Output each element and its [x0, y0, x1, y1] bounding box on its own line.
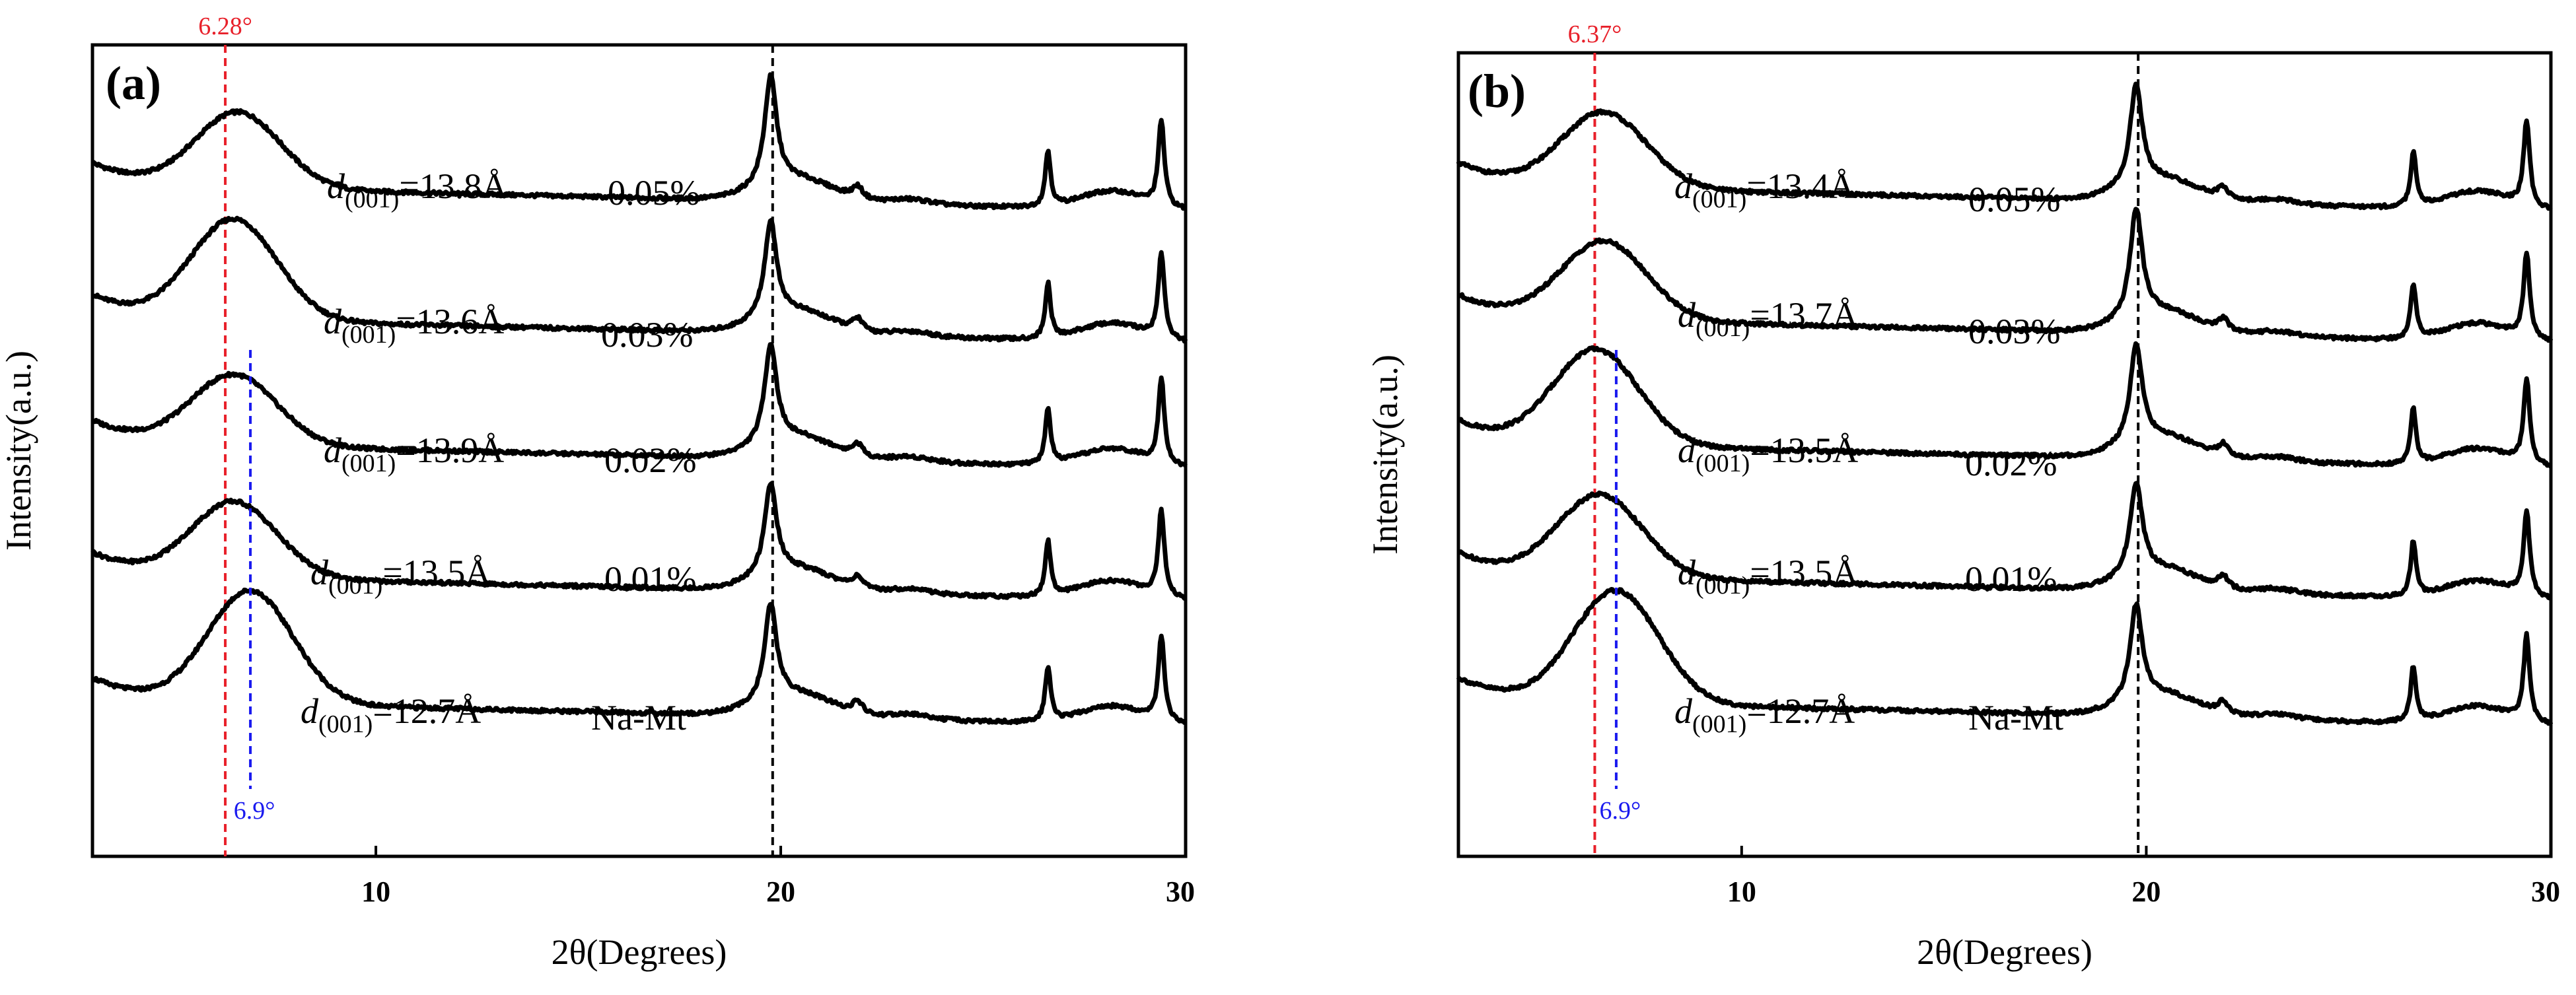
- xrd-trace-002: [91, 342, 1188, 468]
- y-axis-title: Intensity(a.u.): [1365, 355, 1405, 555]
- concentration-label: Na-Mt: [1968, 698, 2063, 738]
- d-spacing-label: d(001)=13.4Å: [1674, 166, 1855, 213]
- d-spacing-label: d(001)=13.8Å: [327, 166, 507, 213]
- concentration-label: 0.01%: [1965, 559, 2057, 599]
- concentration-label: 0.03%: [601, 315, 693, 355]
- concentration-label: 0.01%: [604, 559, 696, 599]
- xrd-trace-005: [90, 72, 1187, 211]
- concentration-label: 0.02%: [1965, 444, 2057, 483]
- chart-panel-b: 10 20 30 2θ(Degrees) Intensity(a.u.) (b) 6.37°…: [1365, 20, 2560, 972]
- x-tick-label: 30: [2531, 875, 2560, 908]
- x-tick-label: 10: [1727, 875, 1756, 908]
- x-tick-label: 20: [2131, 875, 2161, 908]
- blue-reference-label: 6.9°: [234, 797, 275, 825]
- xrd-trace-001: [1457, 481, 2552, 601]
- concentration-label: 0.05%: [1968, 180, 2060, 219]
- concentration-label: 0.05%: [608, 173, 699, 213]
- x-axis-title: 2θ(Degrees): [1917, 932, 2093, 972]
- panel-label: (a): [106, 57, 161, 110]
- chart-panel-a: 10 20 30 2θ(Degrees) Intensity(a.u.) (a) 6.28°…: [0, 13, 1195, 972]
- xrd-trace-002: [1456, 341, 2553, 469]
- d-spacing-label: d(001)=13.6Å: [324, 302, 504, 349]
- plot-frame: [90, 43, 1188, 858]
- d-spacing-label: d(001)=12.7Å: [301, 691, 481, 738]
- xrd-trace-003: [91, 215, 1188, 344]
- xrd-trace-001: [90, 481, 1188, 601]
- x-axis-title: 2θ(Degrees): [552, 932, 727, 972]
- concentration-label: 0.03%: [1968, 312, 2060, 351]
- d-spacing-label: d(001)=13.5Å: [1678, 553, 1858, 600]
- y-axis-title: Intensity(a.u.): [0, 351, 38, 551]
- x-tick-label: 10: [361, 875, 390, 908]
- x-tick-label: 30: [1166, 875, 1195, 908]
- xrd-trace-005: [1456, 81, 2553, 211]
- xrd-trace-namt: [1456, 587, 2554, 726]
- xrd-trace-003: [1456, 207, 2554, 343]
- concentration-label: 0.02%: [604, 440, 696, 480]
- d-spacing-label: d(001)=13.7Å: [1678, 295, 1858, 342]
- x-tick-label: 20: [766, 875, 795, 908]
- red-reference-label: 6.28°: [198, 13, 252, 40]
- plot-frame: [1456, 51, 2553, 858]
- panel-label: (b): [1468, 65, 1526, 118]
- xrd-trace-namt: [91, 588, 1187, 726]
- concentration-label: Na-Mt: [591, 698, 686, 738]
- d-spacing-label: d(001)=13.5Å: [1678, 430, 1858, 477]
- red-reference-label: 6.37°: [1568, 20, 1622, 48]
- d-spacing-label: d(001)=13.9Å: [324, 430, 504, 477]
- d-spacing-label: d(001)=13.5Å: [310, 553, 491, 600]
- blue-reference-label: 6.9°: [1600, 797, 1641, 825]
- d-spacing-label: d(001)=12.7Å: [1674, 691, 1855, 738]
